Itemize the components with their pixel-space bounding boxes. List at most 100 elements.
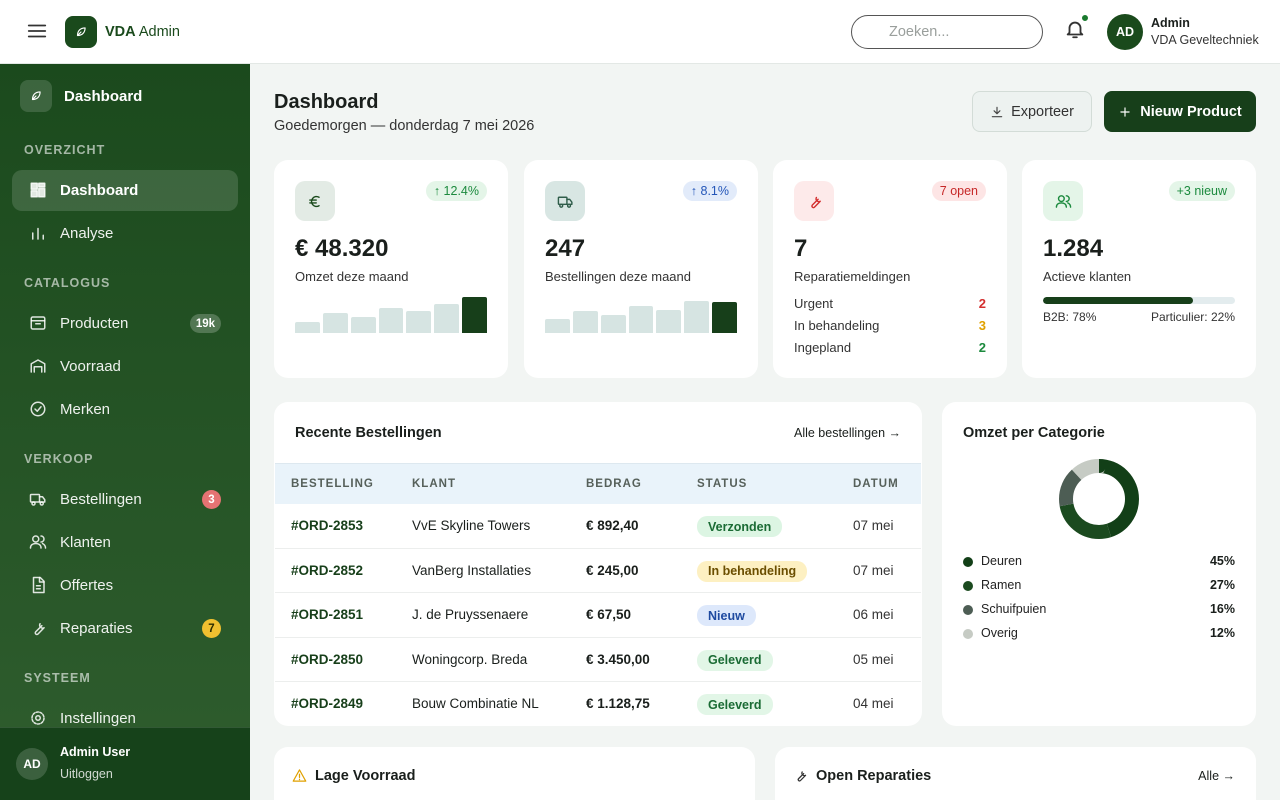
nav-icon (29, 533, 47, 555)
split-fill (1043, 297, 1193, 304)
sparkline-bar (600, 315, 626, 333)
date: 07 mei (853, 562, 894, 578)
icon-part (31, 501, 36, 506)
icon (34, 622, 45, 636)
status-pill: Geleverd (697, 694, 773, 716)
icon (557, 196, 573, 208)
icon-part (33, 366, 43, 373)
kpi-icon (794, 181, 834, 221)
icon-part (30, 359, 46, 373)
nav-item[interactable]: Merken (12, 389, 238, 430)
nav-item[interactable]: Producten 19k (12, 303, 238, 344)
icon-part (39, 501, 44, 506)
nav-item[interactable]: Offertes (12, 565, 238, 606)
column-header: BESTELLING (291, 478, 374, 490)
brand: VDA Admin (105, 24, 180, 40)
icon-part (35, 576, 45, 590)
avatar[interactable]: AD (1107, 14, 1143, 50)
new-product-label: Nieuw Product (1140, 103, 1242, 120)
icon (32, 576, 45, 594)
icon-part (292, 769, 307, 782)
icon-part (27, 24, 47, 38)
user-company: VDA Geveltechniek (1151, 33, 1259, 47)
icon-part (1066, 21, 1084, 36)
donut-chart (1059, 459, 1139, 539)
icon-part (566, 203, 571, 208)
order-id: #ORD-2852 (291, 562, 364, 578)
search-box[interactable]: Zoeken... (851, 15, 1043, 49)
orders-link[interactable]: Alle bestellingen → (793, 426, 901, 440)
repairs-link[interactable]: Alle → (1198, 769, 1235, 783)
kpi-icon (545, 181, 585, 221)
icon (810, 196, 821, 208)
notifications[interactable] (1064, 18, 1086, 45)
icon-part (1057, 194, 1065, 202)
sidebar: Dashboard OVERZICHT Dashboard Analyse CATALO… (0, 64, 250, 800)
nav-item[interactable]: Analyse (12, 213, 238, 254)
logout-link[interactable]: Uitloggen (60, 767, 113, 781)
nav-label: Merken (60, 401, 111, 418)
nav-icon (29, 357, 47, 379)
order-row[interactable]: #ORD-2851 J. de Pruyssenaere € 67,50 Nieuw 0… (275, 593, 921, 638)
order-row[interactable]: #ORD-2853 VvE Skyline Towers € 892,40 Verzo… (275, 504, 921, 549)
icon-part (30, 320, 46, 325)
icon-part (35, 715, 41, 721)
nav-label: Analyse (60, 225, 114, 242)
nav-item[interactable]: Dashboard (12, 170, 238, 211)
date: 07 mei (853, 518, 894, 533)
kpi-label: Bestellingen deze maand (545, 269, 691, 284)
breakdown-label: Urgent (794, 296, 834, 311)
icon-part (991, 106, 1003, 117)
footer-avatar: AD (16, 748, 48, 780)
icon-part (34, 622, 45, 636)
donut-segment (1059, 459, 1139, 539)
icon (27, 24, 47, 38)
new-product-button[interactable]: Nieuw Product (1104, 91, 1256, 132)
sidebar-top-item[interactable]: Dashboard (64, 88, 143, 105)
icon (29, 493, 46, 506)
amount: € 245,00 (586, 562, 639, 578)
icon-part (29, 493, 41, 503)
repairs-card: Open Reparaties Alle → (775, 747, 1256, 800)
icon-part (32, 227, 44, 240)
donut-segment (1059, 459, 1139, 539)
nav-label: Klanten (60, 534, 111, 551)
export-button[interactable]: Exporteer (972, 91, 1092, 132)
menu-button[interactable] (26, 20, 48, 47)
nav-label: Producten (60, 315, 129, 332)
category-card: Omzet per Categorie Deuren 45% Ramen 27% Schu… (942, 402, 1256, 726)
status-pill: Geleverd (697, 649, 773, 671)
icon (1055, 194, 1071, 208)
nav-badge: 3 (202, 490, 221, 509)
icon-part (1055, 201, 1067, 208)
icon-part (30, 316, 46, 330)
icon-part (308, 195, 320, 207)
customer: VanBerg Installaties (412, 562, 532, 578)
order-row[interactable]: #ORD-2849 Bouw Combinatie NL € 1.128,75 Gel… (275, 682, 921, 726)
kpi-icon (1043, 181, 1083, 221)
order-row[interactable]: #ORD-2850 Woningcorp. Breda € 3.450,00 Gele… (275, 638, 921, 683)
kpi-card: ↑ 12.4% € 48.320 Omzet deze maand (274, 160, 508, 378)
export-icon (990, 105, 1004, 119)
nav-label: Offertes (60, 577, 114, 594)
icon (308, 195, 320, 207)
sparkline-bar (350, 317, 376, 333)
kpi-card: ↑ 8.1% 247 Bestellingen deze maand (524, 160, 758, 378)
kpi-badge: +3 nieuw (1168, 181, 1235, 201)
nav-item[interactable]: Bestellingen 3 (12, 479, 238, 520)
nav-label: Voorraad (60, 358, 121, 375)
nav-item[interactable]: Klanten (12, 522, 238, 563)
date: 04 mei (853, 696, 894, 712)
nav-item[interactable]: Reparaties 7 (12, 608, 238, 649)
icon-part (31, 711, 45, 725)
nav-icon (29, 619, 47, 641)
order-row[interactable]: #ORD-2852 VanBerg Installaties € 245,00 In … (275, 549, 921, 594)
legend-percent: 27% (1209, 578, 1235, 592)
plus-icon (1118, 105, 1132, 119)
nav-item[interactable]: Voorraad (12, 346, 238, 387)
sparkline-bar (462, 297, 487, 333)
sparkline-bar (712, 302, 737, 333)
icon-part (797, 771, 807, 782)
nav-item[interactable]: Instellingen (12, 698, 238, 739)
kpi-card: +3 nieuw 1.284 Actieve klanten B2B: 78% Part… (1022, 160, 1256, 378)
